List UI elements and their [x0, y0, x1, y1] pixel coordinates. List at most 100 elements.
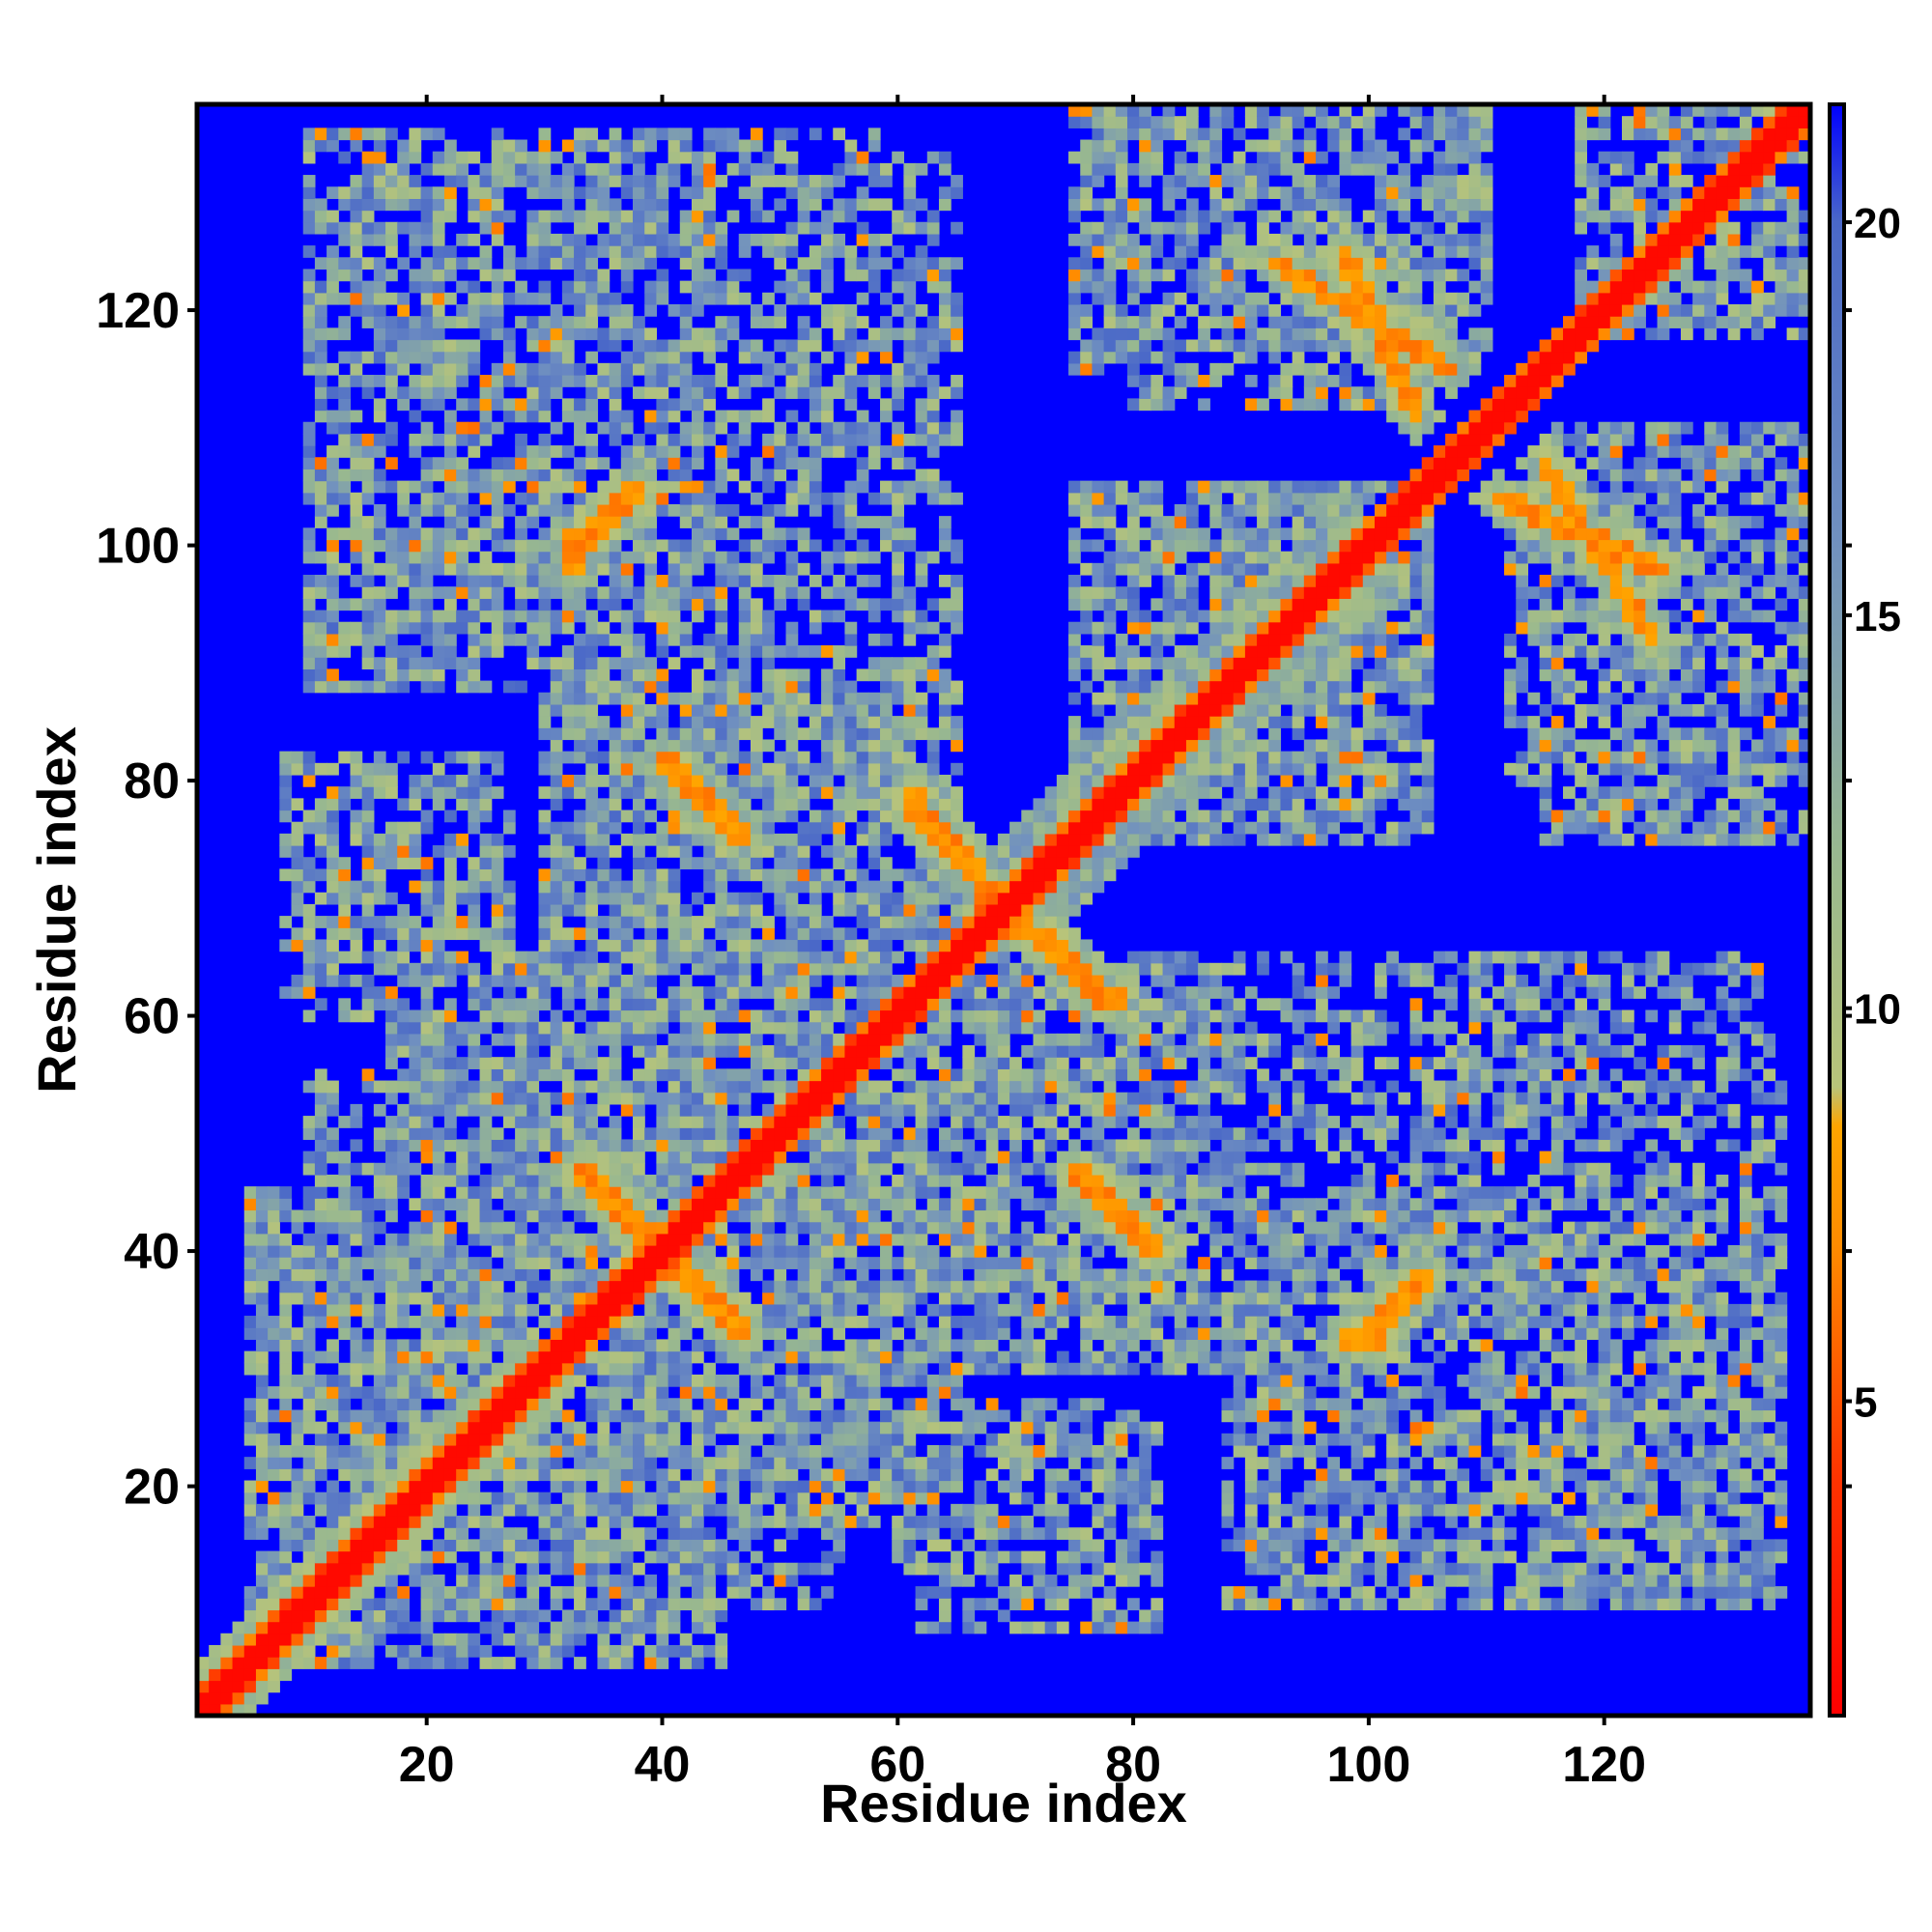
- heatmap-cell: [255, 1198, 269, 1211]
- heatmap-cell: [597, 1480, 611, 1493]
- heatmap-cell: [797, 868, 810, 882]
- heatmap-cell: [785, 1503, 799, 1517]
- heatmap-cell: [327, 786, 339, 799]
- heatmap-cell: [620, 480, 634, 494]
- heatmap-cell: [361, 457, 375, 470]
- heatmap-cell: [491, 1127, 504, 1141]
- heatmap-cell: [691, 1127, 704, 1141]
- heatmap-cell: [679, 303, 693, 317]
- heatmap-cell: [479, 1103, 493, 1117]
- heatmap-cell: [597, 810, 611, 823]
- heatmap-cell: [844, 198, 858, 212]
- heatmap-cell: [291, 798, 304, 811]
- heatmap-cell: [726, 1550, 740, 1564]
- heatmap-cell: [715, 233, 728, 246]
- heatmap-cell: [785, 1421, 799, 1435]
- heatmap-cell: [785, 480, 799, 494]
- heatmap-cell: [679, 810, 693, 823]
- heatmap-cell: [432, 1433, 445, 1446]
- heatmap-cell: [715, 221, 728, 235]
- heatmap-cell: [350, 1457, 363, 1469]
- heatmap-cell: [502, 986, 516, 999]
- heatmap-cell: [856, 421, 869, 435]
- heatmap-cell: [726, 1503, 740, 1517]
- heatmap-cell: [821, 1398, 834, 1411]
- heatmap-cell: [327, 1433, 339, 1446]
- heatmap-cell: [609, 727, 622, 741]
- heatmap-cell: [526, 1198, 540, 1211]
- heatmap-cell: [515, 1209, 527, 1223]
- heatmap-cell: [443, 927, 457, 941]
- heatmap-cell: [620, 1480, 634, 1493]
- heatmap-cell: [844, 1339, 858, 1352]
- heatmap-cell: [633, 998, 645, 1011]
- heatmap-cell: [397, 1045, 411, 1058]
- heatmap-cell: [679, 457, 693, 470]
- heatmap-cell: [338, 410, 352, 423]
- heatmap-cell: [833, 1233, 846, 1246]
- heatmap-cell: [656, 245, 669, 258]
- heatmap-cell: [585, 1621, 599, 1634]
- heatmap-cell: [691, 857, 704, 869]
- heatmap-cell: [409, 1480, 422, 1493]
- heatmap-cell: [291, 857, 304, 869]
- heatmap-cell: [774, 939, 787, 952]
- heatmap-cell: [597, 1103, 611, 1117]
- heatmap-cell: [715, 1386, 728, 1399]
- heatmap-cell: [232, 1691, 245, 1705]
- heatmap-cell: [703, 551, 716, 564]
- heatmap-cell: [785, 868, 799, 882]
- heatmap-cell: [385, 575, 398, 587]
- heatmap-cell: [668, 339, 681, 353]
- heatmap-cell: [479, 516, 493, 528]
- heatmap-cell: [726, 1374, 740, 1387]
- heatmap-cell: [715, 586, 728, 599]
- heatmap-cell: [797, 1092, 810, 1105]
- heatmap-cell: [609, 762, 622, 776]
- heatmap-cell: [409, 1162, 422, 1176]
- heatmap-cell: [338, 1598, 352, 1611]
- heatmap-cell: [774, 1539, 787, 1552]
- heatmap-cell: [338, 1280, 352, 1293]
- heatmap-cell: [644, 927, 657, 941]
- heatmap-cell: [844, 857, 858, 869]
- heatmap-cell: [574, 739, 586, 753]
- heatmap-cell: [726, 210, 740, 223]
- heatmap-cell: [609, 986, 622, 999]
- heatmap-cell: [750, 351, 763, 364]
- heatmap-cell: [867, 1233, 881, 1246]
- heatmap-cell: [338, 1244, 352, 1258]
- heatmap-cell: [397, 1339, 411, 1352]
- heatmap-cell: [750, 833, 763, 846]
- heatmap-cell: [644, 598, 657, 611]
- heatmap-cell: [574, 1339, 586, 1352]
- heatmap-cell: [785, 1080, 799, 1094]
- heatmap-cell: [420, 257, 434, 270]
- heatmap-cell: [491, 210, 504, 223]
- heatmap-cell: [526, 362, 540, 376]
- heatmap-cell: [385, 657, 398, 670]
- heatmap-cell: [314, 668, 327, 682]
- heatmap-cell: [833, 951, 846, 964]
- heatmap-cell: [468, 1492, 481, 1505]
- heatmap-cell: [656, 1516, 669, 1528]
- heatmap-cell: [609, 1433, 622, 1446]
- heatmap-cell: [574, 1174, 586, 1187]
- heatmap-cell: [468, 1457, 481, 1469]
- heatmap-cell: [574, 210, 586, 223]
- heatmap-cell: [550, 1268, 563, 1282]
- heatmap-cell: [691, 198, 704, 212]
- heatmap-cell: [715, 927, 728, 941]
- heatmap-cell: [738, 1186, 752, 1199]
- heatmap-cell: [726, 1174, 740, 1187]
- heatmap-cell: [397, 327, 411, 341]
- heatmap-cell: [515, 1292, 527, 1305]
- heatmap-cell: [620, 951, 634, 964]
- heatmap-cell: [609, 469, 622, 482]
- heatmap-cell: [715, 128, 728, 141]
- heatmap-cell: [561, 833, 575, 846]
- heatmap-cell: [443, 351, 457, 364]
- heatmap-cell: [409, 1468, 422, 1482]
- heatmap-cell: [526, 645, 540, 658]
- heatmap-cell: [691, 810, 704, 823]
